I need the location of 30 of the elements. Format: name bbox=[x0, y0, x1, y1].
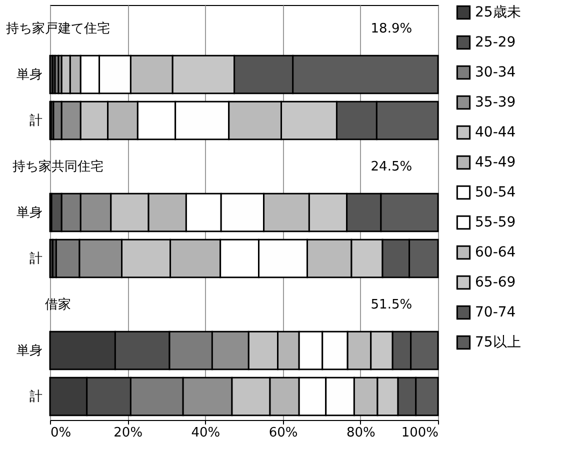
legend-label: 55-59 bbox=[475, 214, 516, 230]
annotation: 持ち家戸建て住宅 bbox=[6, 20, 110, 36]
y-tick-label: 計 bbox=[30, 390, 42, 405]
annotation: 24.5% bbox=[370, 159, 412, 174]
legend-label: 75以上 bbox=[475, 334, 521, 350]
legend-label: 45-49 bbox=[475, 154, 516, 170]
legend-label: 70-74 bbox=[475, 304, 516, 320]
legend-label: 35-39 bbox=[475, 94, 516, 110]
y-tick-label: 単身 bbox=[16, 206, 42, 220]
annotation: 18.9% bbox=[370, 21, 412, 36]
y-tick-label: 計 bbox=[30, 252, 42, 267]
annotation: 51.5% bbox=[370, 298, 412, 313]
legend-label: 40-44 bbox=[475, 124, 516, 140]
legend-label: 30-34 bbox=[475, 64, 516, 80]
x-tick-label: 40% bbox=[191, 426, 220, 440]
y-tick-label: 計 bbox=[30, 113, 42, 128]
x-tick-label: 0% bbox=[50, 426, 72, 440]
legend-label: 50-54 bbox=[475, 184, 516, 200]
legend-label: 65-69 bbox=[475, 274, 516, 290]
annotation: 借家 bbox=[44, 296, 71, 313]
y-tick-label: 単身 bbox=[16, 67, 42, 82]
y-tick-label: 単身 bbox=[16, 344, 42, 359]
legend-label: 60-64 bbox=[475, 244, 516, 260]
x-tick-label: 20% bbox=[114, 426, 143, 440]
x-tick-label: 80% bbox=[346, 426, 376, 440]
legend-label: 25-29 bbox=[475, 34, 516, 50]
x-tick-label: 100% bbox=[401, 426, 438, 440]
x-tick-label: 60% bbox=[268, 426, 298, 440]
annotation: 持ち家共同住宅 bbox=[12, 158, 104, 174]
legend-label: 25歳未 bbox=[475, 4, 521, 20]
